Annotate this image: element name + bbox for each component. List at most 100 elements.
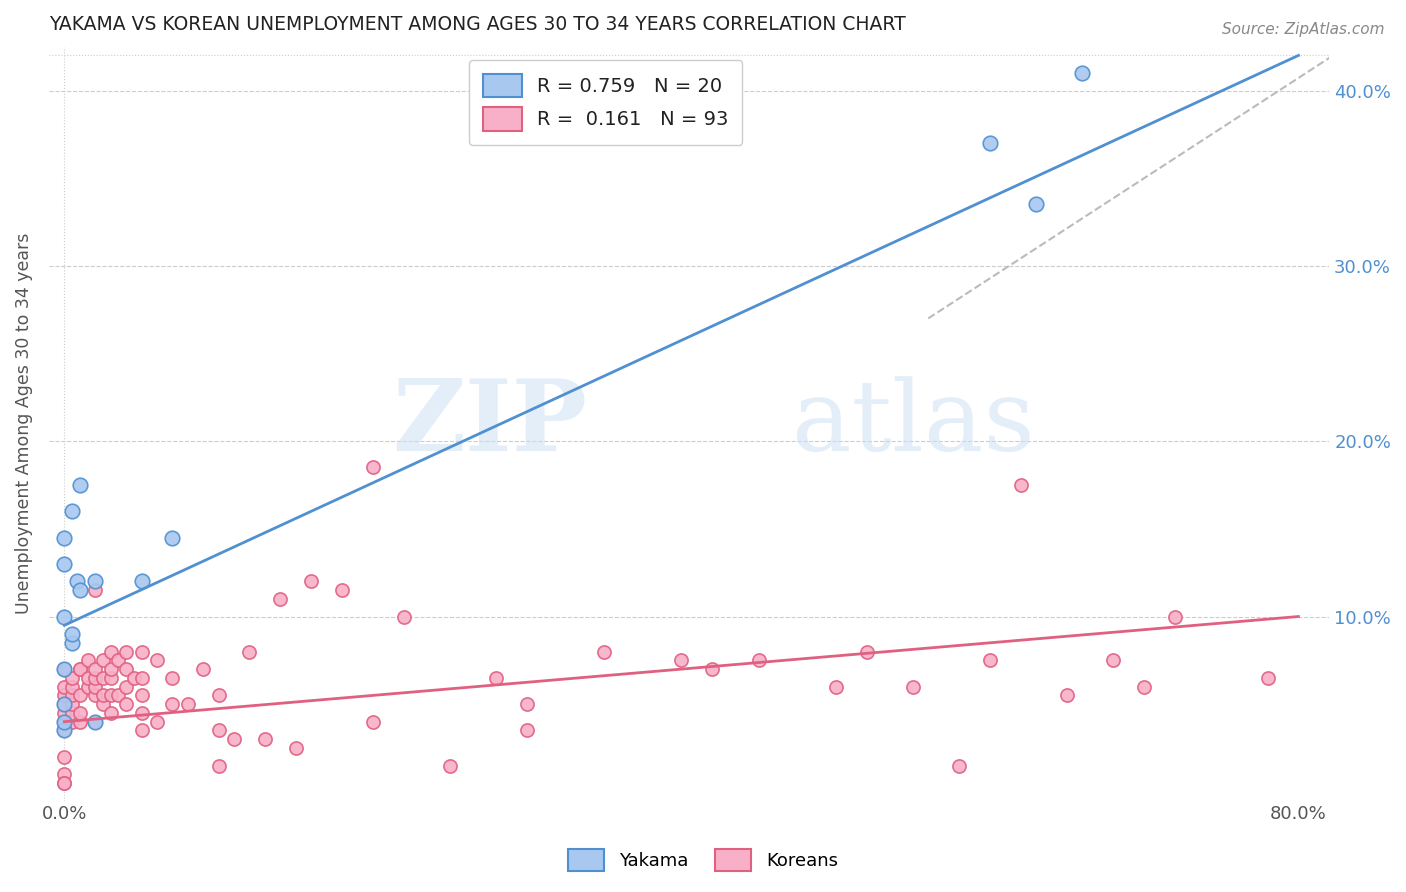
Point — [1010, 478, 1032, 492]
Point — [91, 689, 114, 703]
Point — [593, 644, 616, 658]
Point — [53, 767, 76, 781]
Point — [53, 662, 76, 676]
Point — [100, 662, 122, 676]
Point — [361, 714, 384, 729]
Point — [671, 653, 693, 667]
Point — [60, 714, 83, 729]
Point — [485, 671, 508, 685]
Point — [824, 680, 846, 694]
Point — [53, 531, 76, 545]
Point — [84, 583, 107, 598]
Point — [60, 504, 83, 518]
Point — [60, 671, 83, 685]
Point — [100, 689, 122, 703]
Point — [53, 723, 76, 738]
Legend: Yakama, Koreans: Yakama, Koreans — [561, 842, 845, 879]
Point — [53, 609, 76, 624]
Point — [115, 680, 138, 694]
Point — [84, 662, 107, 676]
Point — [53, 662, 76, 676]
Point — [91, 653, 114, 667]
Point — [516, 723, 538, 738]
Point — [702, 662, 724, 676]
Point — [253, 732, 276, 747]
Point — [69, 662, 91, 676]
Point — [69, 662, 91, 676]
Point — [53, 697, 76, 711]
Point — [269, 592, 291, 607]
Point — [162, 697, 184, 711]
Point — [60, 706, 83, 720]
Point — [53, 714, 76, 729]
Point — [115, 697, 138, 711]
Point — [208, 689, 231, 703]
Point — [299, 574, 322, 589]
Point — [747, 653, 769, 667]
Point — [131, 723, 153, 738]
Point — [53, 714, 76, 729]
Point — [69, 583, 91, 598]
Point — [53, 680, 76, 694]
Point — [53, 714, 76, 729]
Point — [60, 689, 83, 703]
Point — [84, 680, 107, 694]
Point — [901, 680, 924, 694]
Point — [100, 671, 122, 685]
Point — [60, 627, 83, 641]
Point — [84, 714, 107, 729]
Point — [107, 689, 129, 703]
Point — [76, 671, 98, 685]
Point — [53, 706, 76, 720]
Point — [979, 653, 1001, 667]
Point — [131, 689, 153, 703]
Point — [162, 531, 184, 545]
Point — [1056, 689, 1078, 703]
Point — [84, 671, 107, 685]
Point — [115, 644, 138, 658]
Point — [100, 644, 122, 658]
Text: atlas: atlas — [792, 376, 1035, 472]
Point — [53, 776, 76, 790]
Point — [84, 574, 107, 589]
Point — [284, 741, 307, 756]
Point — [84, 689, 107, 703]
Point — [1025, 197, 1047, 211]
Point — [1164, 609, 1187, 624]
Point — [146, 714, 169, 729]
Point — [53, 723, 76, 738]
Point — [193, 662, 215, 676]
Point — [131, 644, 153, 658]
Point — [1257, 671, 1279, 685]
Point — [91, 671, 114, 685]
Point — [107, 653, 129, 667]
Point — [100, 706, 122, 720]
Text: ZIP: ZIP — [392, 376, 586, 472]
Point — [131, 671, 153, 685]
Point — [60, 697, 83, 711]
Point — [115, 662, 138, 676]
Point — [392, 609, 415, 624]
Point — [146, 653, 169, 667]
Point — [69, 689, 91, 703]
Point — [53, 697, 76, 711]
Point — [69, 714, 91, 729]
Point — [855, 644, 877, 658]
Point — [208, 758, 231, 772]
Point — [76, 653, 98, 667]
Point — [91, 697, 114, 711]
Y-axis label: Unemployment Among Ages 30 to 34 years: Unemployment Among Ages 30 to 34 years — [15, 233, 32, 615]
Point — [1102, 653, 1125, 667]
Point — [238, 644, 260, 658]
Point — [131, 574, 153, 589]
Point — [84, 714, 107, 729]
Point — [439, 758, 461, 772]
Point — [1133, 680, 1156, 694]
Point — [208, 723, 231, 738]
Point — [60, 636, 83, 650]
Point — [76, 680, 98, 694]
Point — [69, 478, 91, 492]
Point — [53, 697, 76, 711]
Point — [53, 776, 76, 790]
Legend: R = 0.759   N = 20, R =  0.161   N = 93: R = 0.759 N = 20, R = 0.161 N = 93 — [470, 60, 742, 145]
